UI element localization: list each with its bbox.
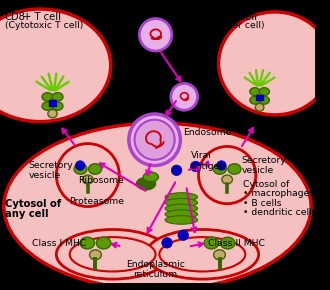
Ellipse shape: [214, 250, 225, 260]
Ellipse shape: [159, 237, 245, 271]
Text: Viral
antigen: Viral antigen: [191, 151, 226, 171]
Circle shape: [171, 84, 198, 110]
Text: • macrophages: • macrophages: [243, 189, 314, 198]
Ellipse shape: [165, 210, 198, 218]
Circle shape: [217, 161, 226, 170]
Ellipse shape: [228, 164, 241, 174]
Circle shape: [139, 19, 172, 51]
Ellipse shape: [96, 237, 111, 249]
Ellipse shape: [0, 9, 111, 122]
Circle shape: [162, 238, 172, 248]
Ellipse shape: [143, 172, 158, 182]
Circle shape: [190, 161, 201, 172]
Ellipse shape: [52, 93, 63, 101]
Ellipse shape: [4, 123, 311, 290]
Ellipse shape: [222, 175, 232, 184]
Ellipse shape: [220, 237, 235, 249]
Circle shape: [171, 165, 182, 175]
Circle shape: [75, 161, 85, 170]
Text: CD8: CD8: [5, 12, 26, 22]
Ellipse shape: [218, 12, 330, 115]
Circle shape: [129, 114, 181, 166]
Text: Secretory
vesicle: Secretory vesicle: [29, 161, 73, 180]
Text: Proteasome: Proteasome: [69, 197, 124, 206]
Ellipse shape: [165, 216, 198, 224]
Ellipse shape: [259, 96, 269, 104]
Text: Class II MHC: Class II MHC: [208, 239, 265, 248]
Ellipse shape: [56, 229, 169, 279]
Ellipse shape: [259, 88, 269, 95]
Text: + T cell: + T cell: [218, 12, 256, 22]
Ellipse shape: [42, 93, 53, 101]
Ellipse shape: [74, 164, 87, 174]
Circle shape: [199, 146, 256, 204]
Text: • B cells: • B cells: [243, 199, 282, 208]
Ellipse shape: [70, 237, 155, 271]
Text: Endoplasmic
reticulum: Endoplasmic reticulum: [126, 260, 185, 280]
Ellipse shape: [89, 250, 101, 260]
Circle shape: [56, 144, 119, 206]
Text: Class I MHC: Class I MHC: [32, 239, 86, 248]
Ellipse shape: [82, 175, 93, 184]
Text: any cell: any cell: [5, 209, 48, 220]
Ellipse shape: [214, 164, 226, 174]
Circle shape: [135, 120, 175, 160]
Ellipse shape: [42, 102, 53, 110]
Ellipse shape: [204, 237, 218, 249]
FancyBboxPatch shape: [49, 100, 56, 106]
Ellipse shape: [146, 229, 259, 279]
Text: Endosome: Endosome: [183, 128, 232, 137]
Text: (Cytotoxic T cell): (Cytotoxic T cell): [5, 21, 83, 30]
FancyBboxPatch shape: [256, 95, 263, 100]
Ellipse shape: [255, 103, 264, 111]
Ellipse shape: [48, 109, 57, 118]
Ellipse shape: [52, 102, 63, 110]
Text: Secretory
vesicle: Secretory vesicle: [242, 156, 286, 175]
Circle shape: [178, 230, 188, 240]
Ellipse shape: [165, 204, 198, 213]
Text: Ribosome: Ribosome: [78, 176, 124, 185]
Text: Cytosol of: Cytosol of: [243, 180, 290, 189]
Text: CD4: CD4: [200, 12, 221, 22]
Text: (T helper cell): (T helper cell): [200, 21, 265, 30]
Ellipse shape: [137, 177, 155, 190]
Text: Cytosol of: Cytosol of: [5, 199, 61, 209]
Ellipse shape: [89, 164, 102, 174]
Text: + T cell: + T cell: [23, 12, 61, 22]
Ellipse shape: [80, 237, 94, 249]
Ellipse shape: [165, 193, 198, 201]
Text: • dendritic cells: • dendritic cells: [243, 209, 317, 218]
Ellipse shape: [250, 88, 260, 95]
Ellipse shape: [250, 96, 260, 104]
Ellipse shape: [165, 198, 198, 207]
